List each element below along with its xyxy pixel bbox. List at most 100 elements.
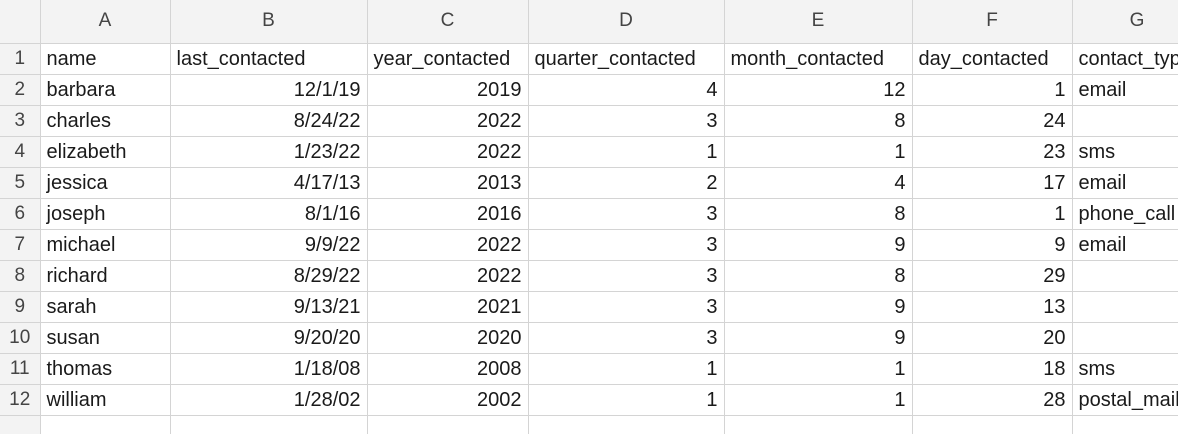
cell-b6[interactable]: 8/1/16 <box>169 197 368 230</box>
cell-c1[interactable]: year_contacted <box>366 42 529 75</box>
cell-d7[interactable]: 3 <box>527 228 725 261</box>
cell-c4[interactable]: 2022 <box>366 135 529 168</box>
cell-b10[interactable]: 9/20/20 <box>169 321 368 354</box>
row-header[interactable] <box>0 414 41 434</box>
cell-d12[interactable]: 1 <box>527 383 725 416</box>
cell-g5[interactable]: email <box>1071 166 1178 199</box>
cell-d1[interactable]: quarter_contacted <box>527 42 725 75</box>
cell-d5[interactable]: 2 <box>527 166 725 199</box>
cell-c8[interactable]: 2022 <box>366 259 529 292</box>
cell-c10[interactable]: 2020 <box>366 321 529 354</box>
cell-a11[interactable]: thomas <box>39 352 171 385</box>
cell-c2[interactable]: 2019 <box>366 73 529 106</box>
row-header[interactable]: 1 <box>0 42 41 75</box>
cell-a10[interactable]: susan <box>39 321 171 354</box>
row-header[interactable]: 4 <box>0 135 41 168</box>
cell-a7[interactable]: michael <box>39 228 171 261</box>
cell-b2[interactable]: 12/1/19 <box>169 73 368 106</box>
cell-a2[interactable]: barbara <box>39 73 171 106</box>
cell-a8[interactable]: richard <box>39 259 171 292</box>
cell-f12[interactable]: 28 <box>911 383 1073 416</box>
cell-c12[interactable]: 2002 <box>366 383 529 416</box>
cell-f7[interactable]: 9 <box>911 228 1073 261</box>
cell-g9[interactable] <box>1071 290 1178 323</box>
cell-f6[interactable]: 1 <box>911 197 1073 230</box>
row-header[interactable]: 6 <box>0 197 41 230</box>
cell-g7[interactable]: email <box>1071 228 1178 261</box>
cell-b12[interactable]: 1/28/02 <box>169 383 368 416</box>
cell-f8[interactable]: 29 <box>911 259 1073 292</box>
cell-d2[interactable]: 4 <box>527 73 725 106</box>
column-header-d[interactable]: D <box>527 0 725 44</box>
cell-g6[interactable]: phone_call <box>1071 197 1178 230</box>
cell-c11[interactable]: 2008 <box>366 352 529 385</box>
empty-cell[interactable] <box>723 414 913 434</box>
cell-f3[interactable]: 24 <box>911 104 1073 137</box>
empty-cell[interactable] <box>39 414 171 434</box>
cell-e3[interactable]: 8 <box>723 104 913 137</box>
cell-e4[interactable]: 1 <box>723 135 913 168</box>
cell-c9[interactable]: 2021 <box>366 290 529 323</box>
cell-c3[interactable]: 2022 <box>366 104 529 137</box>
cell-b8[interactable]: 8/29/22 <box>169 259 368 292</box>
cell-g1[interactable]: contact_type <box>1071 42 1178 75</box>
cell-a3[interactable]: charles <box>39 104 171 137</box>
cell-g11[interactable]: sms <box>1071 352 1178 385</box>
column-header-c[interactable]: C <box>366 0 529 44</box>
cell-d4[interactable]: 1 <box>527 135 725 168</box>
cell-d8[interactable]: 3 <box>527 259 725 292</box>
row-header[interactable]: 3 <box>0 104 41 137</box>
empty-cell[interactable] <box>169 414 368 434</box>
cell-c6[interactable]: 2016 <box>366 197 529 230</box>
column-header-e[interactable]: E <box>723 0 913 44</box>
cell-c7[interactable]: 2022 <box>366 228 529 261</box>
empty-cell[interactable] <box>527 414 725 434</box>
cell-g2[interactable]: email <box>1071 73 1178 106</box>
cell-b1[interactable]: last_contacted <box>169 42 368 75</box>
cell-a1[interactable]: name <box>39 42 171 75</box>
cell-e12[interactable]: 1 <box>723 383 913 416</box>
empty-cell[interactable] <box>366 414 529 434</box>
row-header[interactable]: 9 <box>0 290 41 323</box>
cell-g4[interactable]: sms <box>1071 135 1178 168</box>
cell-c5[interactable]: 2013 <box>366 166 529 199</box>
cell-f2[interactable]: 1 <box>911 73 1073 106</box>
cell-f4[interactable]: 23 <box>911 135 1073 168</box>
cell-a6[interactable]: joseph <box>39 197 171 230</box>
row-header[interactable]: 5 <box>0 166 41 199</box>
cell-b5[interactable]: 4/17/13 <box>169 166 368 199</box>
cell-a5[interactable]: jessica <box>39 166 171 199</box>
cell-e1[interactable]: month_contacted <box>723 42 913 75</box>
row-header[interactable]: 10 <box>0 321 41 354</box>
cell-e5[interactable]: 4 <box>723 166 913 199</box>
cell-b4[interactable]: 1/23/22 <box>169 135 368 168</box>
cell-e8[interactable]: 8 <box>723 259 913 292</box>
empty-cell[interactable] <box>911 414 1073 434</box>
cell-g8[interactable] <box>1071 259 1178 292</box>
cell-e11[interactable]: 1 <box>723 352 913 385</box>
row-header[interactable]: 2 <box>0 73 41 106</box>
cell-f11[interactable]: 18 <box>911 352 1073 385</box>
cell-b3[interactable]: 8/24/22 <box>169 104 368 137</box>
cell-e2[interactable]: 12 <box>723 73 913 106</box>
cell-b11[interactable]: 1/18/08 <box>169 352 368 385</box>
cell-e6[interactable]: 8 <box>723 197 913 230</box>
cell-b7[interactable]: 9/9/22 <box>169 228 368 261</box>
column-header-a[interactable]: A <box>39 0 171 44</box>
row-header[interactable]: 12 <box>0 383 41 416</box>
cell-f1[interactable]: day_contacted <box>911 42 1073 75</box>
cell-d3[interactable]: 3 <box>527 104 725 137</box>
cell-e7[interactable]: 9 <box>723 228 913 261</box>
cell-d9[interactable]: 3 <box>527 290 725 323</box>
cell-f10[interactable]: 20 <box>911 321 1073 354</box>
cell-a9[interactable]: sarah <box>39 290 171 323</box>
cell-g10[interactable] <box>1071 321 1178 354</box>
cell-f9[interactable]: 13 <box>911 290 1073 323</box>
column-header-g[interactable]: G <box>1071 0 1178 44</box>
cell-e9[interactable]: 9 <box>723 290 913 323</box>
cell-f5[interactable]: 17 <box>911 166 1073 199</box>
cell-d6[interactable]: 3 <box>527 197 725 230</box>
cell-d11[interactable]: 1 <box>527 352 725 385</box>
select-all-corner[interactable] <box>0 0 41 44</box>
row-header[interactable]: 11 <box>0 352 41 385</box>
